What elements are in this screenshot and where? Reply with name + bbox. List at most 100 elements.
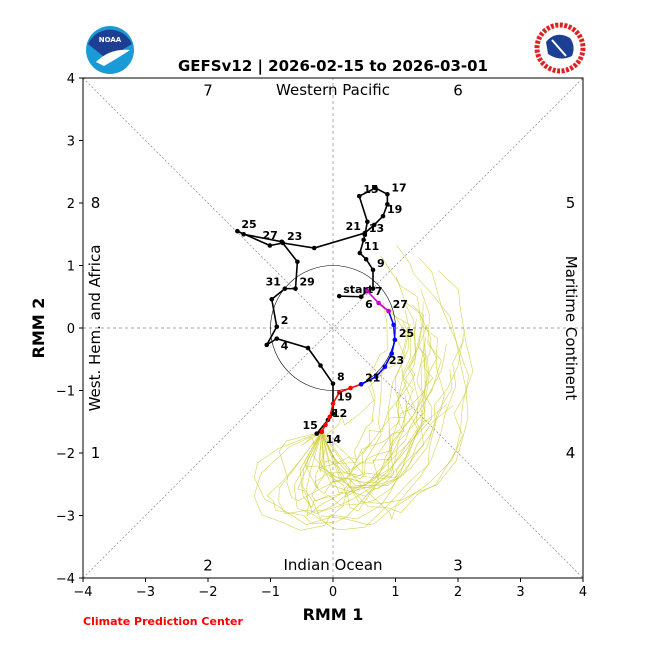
observed-point <box>358 294 364 300</box>
observed-point <box>311 245 317 251</box>
observed-point <box>279 239 285 245</box>
observed-point-label: 27 <box>262 229 277 242</box>
phase-label: 7 <box>203 82 213 100</box>
observed-point-label: 13 <box>369 222 384 235</box>
ensemble-member-line <box>321 304 434 488</box>
forecast-point-label: 15 <box>302 419 317 432</box>
noaa-logo: NOAA <box>86 26 134 74</box>
x-tick-label: 3 <box>516 585 524 600</box>
region-label-right: Maritime Continent <box>562 256 580 401</box>
observed-point-label: 25 <box>241 218 256 231</box>
forecast-point-label: 21 <box>365 371 380 384</box>
observed-point-label: 17 <box>391 181 406 194</box>
observed-point-label: 14 <box>326 433 342 446</box>
observed-point <box>267 243 273 248</box>
observed-point <box>330 411 336 416</box>
observed-point <box>363 256 369 262</box>
observed-point <box>362 230 368 236</box>
y-tick-label: −4 <box>56 572 75 587</box>
ensemble-member-line <box>311 340 437 506</box>
forecast-point <box>376 300 381 306</box>
observed-point <box>264 342 270 348</box>
diagonal-line <box>82 77 584 579</box>
forecast-point-label: 25 <box>399 327 414 340</box>
phase-label: 6 <box>453 82 463 100</box>
forecast-point-label: 19 <box>337 391 352 404</box>
ensemble-member-line <box>302 338 465 526</box>
observed-point-label: 31 <box>266 276 281 289</box>
phase-label: 1 <box>91 444 101 462</box>
observed-point-label: 8 <box>337 371 345 384</box>
observed-point <box>295 259 300 265</box>
ensemble-member-line <box>306 336 427 517</box>
ensemble-member-line <box>321 277 433 478</box>
region-label-bottom: Indian Ocean <box>283 556 382 574</box>
observed-point <box>370 267 376 273</box>
observed-point-label: 9 <box>377 257 385 270</box>
y-tick-label: 1 <box>67 260 75 275</box>
ensemble-member-line <box>319 307 415 498</box>
observed-point <box>357 250 363 256</box>
x-tick-label: −4 <box>73 585 92 600</box>
ensemble-member-line <box>297 346 426 512</box>
forecast-point-label: 27 <box>393 298 408 311</box>
svg-text:NOAA: NOAA <box>99 36 122 44</box>
observed-point <box>385 191 390 197</box>
y-tick-label: 2 <box>67 197 75 212</box>
forecast-point <box>330 401 336 406</box>
ensemble-member-line <box>278 344 447 515</box>
phase-label: 4 <box>566 444 576 462</box>
observed-point <box>282 286 288 291</box>
ensemble-member-line <box>253 404 448 531</box>
ensemble-member-line <box>321 320 408 480</box>
observed-point <box>385 201 390 207</box>
ensemble-member-line <box>253 405 454 525</box>
observed-point <box>336 293 342 299</box>
observed-point-label: 23 <box>287 230 302 243</box>
forecast-point-label: 23 <box>389 354 404 367</box>
observed-point <box>371 222 377 228</box>
ensemble-member-line <box>301 356 394 446</box>
observed-point-label: 29 <box>300 276 315 289</box>
phase-label: 2 <box>203 557 213 575</box>
forecast-point <box>392 337 398 343</box>
x-axis-label: RMM 1 <box>303 605 364 624</box>
observed-point-label: 12 <box>332 407 347 420</box>
observed-point-label: 4 <box>281 340 289 353</box>
forecast-point <box>364 288 370 293</box>
forecast-point <box>336 390 342 395</box>
ensemble-member-line <box>321 245 470 514</box>
forecast-point <box>391 322 396 328</box>
observed-point <box>356 193 362 199</box>
observed-point-label: 11 <box>364 240 379 253</box>
y-tick-label: −1 <box>56 385 75 400</box>
observed-point <box>380 213 386 219</box>
observed-point <box>269 296 275 302</box>
observed-point <box>293 286 298 291</box>
observed-point <box>314 431 320 436</box>
ensemble-member-line <box>318 310 410 472</box>
observed-point <box>361 237 366 243</box>
forecast-point <box>389 351 395 356</box>
y-tick-label: 4 <box>67 72 75 87</box>
phase-label: 8 <box>91 194 101 212</box>
ensemble-member-line <box>321 270 474 504</box>
observed-point <box>305 345 311 351</box>
x-tick-label: 1 <box>391 585 399 600</box>
observed-point-label: 19 <box>387 203 402 216</box>
observed-line <box>237 187 389 436</box>
ensemble-members <box>253 245 474 531</box>
observed-point-label: 21 <box>346 220 361 233</box>
forecast-point <box>358 381 364 387</box>
x-tick-label: 0 <box>329 585 337 600</box>
credit-label: Climate Prediction Center <box>83 615 243 628</box>
phase-label: 5 <box>566 194 576 212</box>
ensemble-member-line <box>278 394 408 502</box>
x-tick-label: −1 <box>261 585 280 600</box>
observed-point <box>365 219 370 225</box>
y-axis-label: RMM 2 <box>29 298 48 359</box>
ensemble-member-line <box>321 302 388 465</box>
observed-point-label: 7 <box>375 285 383 298</box>
